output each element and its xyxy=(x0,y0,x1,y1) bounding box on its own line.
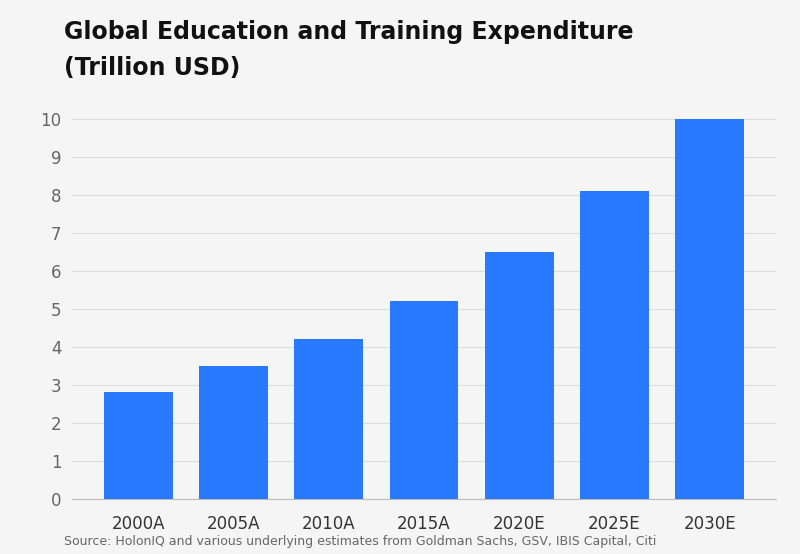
Bar xyxy=(390,301,458,499)
Bar xyxy=(294,339,363,499)
Bar xyxy=(104,392,173,499)
Bar xyxy=(199,366,268,499)
Bar xyxy=(485,252,554,499)
Bar xyxy=(580,191,649,499)
Text: Global Education and Training Expenditure: Global Education and Training Expenditur… xyxy=(64,20,634,44)
Text: Source: HolonIQ and various underlying estimates from Goldman Sachs, GSV, IBIS C: Source: HolonIQ and various underlying e… xyxy=(64,536,656,548)
Bar xyxy=(675,119,744,499)
Text: (Trillion USD): (Trillion USD) xyxy=(64,57,240,80)
